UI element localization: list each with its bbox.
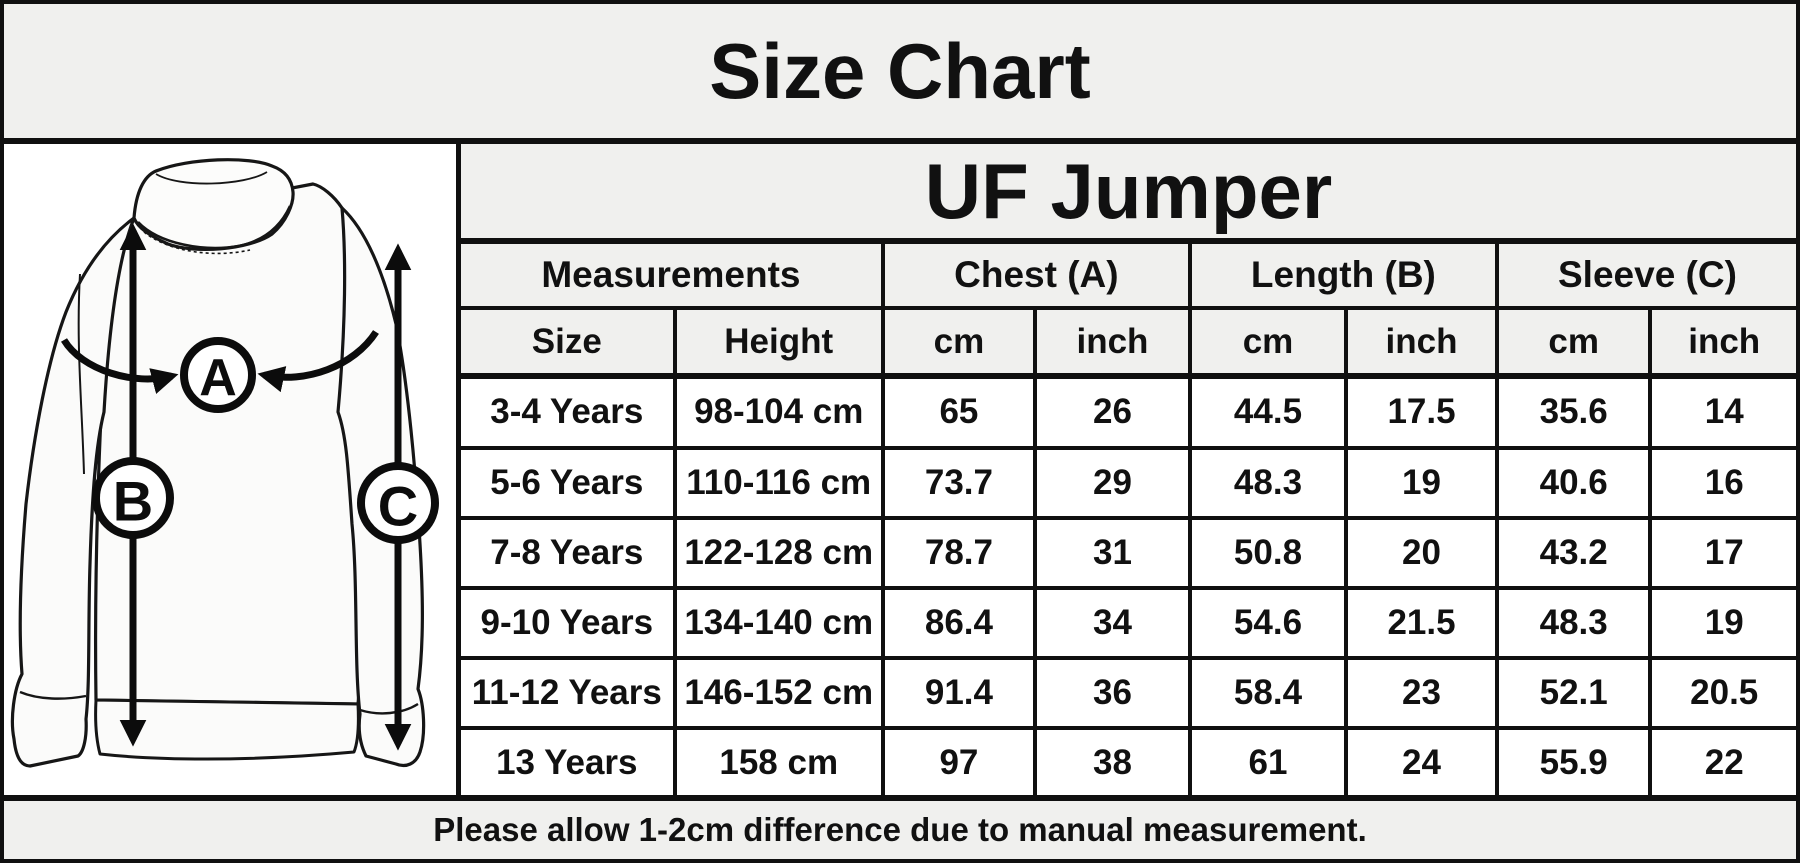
table-row: 13 Years 158 cm 97 38 61 24 55.9 22 bbox=[461, 726, 1796, 795]
title-banner: Size Chart bbox=[4, 4, 1796, 144]
jumper-collar bbox=[132, 158, 295, 255]
table-cell: 14 bbox=[1648, 374, 1796, 450]
group-header-chest: Chest (A) bbox=[880, 244, 1192, 310]
table-cell: 3-4 Years bbox=[461, 374, 677, 450]
footer-note-bar: Please allow 1-2cm difference due to man… bbox=[4, 795, 1796, 859]
table-cell: 91.4 bbox=[880, 655, 1038, 731]
column-header-sleeve-cm: cm bbox=[1494, 306, 1653, 379]
table-cell: 65 bbox=[880, 374, 1038, 450]
main-area: A B C UF Jumper bbox=[4, 144, 1796, 795]
table-row: 3-4 Years 98-104 cm 65 26 44.5 17.5 35.6… bbox=[461, 374, 1796, 450]
table-cell: 17.5 bbox=[1344, 374, 1499, 450]
column-header-row: Size Height cm inch cm inch cm inch bbox=[461, 306, 1796, 379]
table-cell: 122-128 cm bbox=[672, 515, 885, 590]
column-header-chest-cm: cm bbox=[880, 306, 1038, 379]
column-header-size: Size bbox=[461, 306, 677, 379]
table-cell: 134-140 cm bbox=[672, 585, 885, 660]
table-cell: 29 bbox=[1033, 445, 1192, 520]
table-cell: 9-10 Years bbox=[461, 585, 677, 660]
table-cell: 43.2 bbox=[1494, 515, 1653, 590]
table-row: 7-8 Years 122-128 cm 78.7 31 50.8 20 43.… bbox=[461, 515, 1796, 590]
jumper-diagram-panel: A B C bbox=[4, 144, 461, 795]
table-cell: 97 bbox=[880, 726, 1038, 795]
table-cell: 22 bbox=[1648, 726, 1796, 795]
table-cell: 11-12 Years bbox=[461, 655, 677, 731]
size-table-panel: UF Jumper Measurements Chest (A) Length … bbox=[461, 144, 1796, 795]
table-cell: 13 Years bbox=[461, 726, 677, 795]
table-row: 9-10 Years 134-140 cm 86.4 34 54.6 21.5 … bbox=[461, 585, 1796, 660]
table-cell: 146-152 cm bbox=[672, 655, 885, 731]
column-group-header-row: Measurements Chest (A) Length (B) Sleeve… bbox=[461, 244, 1796, 310]
table-row: 11-12 Years 146-152 cm 91.4 36 58.4 23 5… bbox=[461, 655, 1796, 731]
table-cell: 26 bbox=[1033, 374, 1192, 450]
table-cell: 17 bbox=[1648, 515, 1796, 590]
table-cell: 86.4 bbox=[880, 585, 1038, 660]
length-marker: B bbox=[92, 457, 174, 539]
table-cell: 44.5 bbox=[1187, 374, 1349, 450]
table-cell: 19 bbox=[1344, 445, 1499, 520]
measurement-disclaimer: Please allow 1-2cm difference due to man… bbox=[433, 811, 1367, 848]
column-header-length-inch: inch bbox=[1344, 306, 1499, 379]
table-cell: 19 bbox=[1648, 585, 1796, 660]
size-chart-table: Measurements Chest (A) Length (B) Sleeve… bbox=[461, 244, 1796, 795]
sleeve-marker-label: C bbox=[378, 475, 418, 538]
table-cell: 20.5 bbox=[1648, 655, 1796, 731]
table-cell: 20 bbox=[1344, 515, 1499, 590]
table-cell: 73.7 bbox=[880, 445, 1038, 520]
table-cell: 24 bbox=[1344, 726, 1499, 795]
table-cell: 36 bbox=[1033, 655, 1192, 731]
table-cell: 98-104 cm bbox=[672, 374, 885, 450]
chest-marker-label: A bbox=[199, 349, 237, 407]
table-cell: 21.5 bbox=[1344, 585, 1499, 660]
group-header-length: Length (B) bbox=[1187, 244, 1499, 310]
column-header-height: Height bbox=[672, 306, 885, 379]
column-header-length-cm: cm bbox=[1187, 306, 1349, 379]
table-row: 5-6 Years 110-116 cm 73.7 29 48.3 19 40.… bbox=[461, 445, 1796, 520]
jumper-illustration: A B C bbox=[10, 158, 439, 768]
jumper-body bbox=[94, 182, 362, 761]
length-marker-label: B bbox=[113, 470, 153, 533]
table-cell: 52.1 bbox=[1494, 655, 1653, 731]
table-cell: 16 bbox=[1648, 445, 1796, 520]
table-cell: 48.3 bbox=[1187, 445, 1349, 520]
chest-arrow bbox=[61, 330, 379, 394]
table-cell: 54.6 bbox=[1187, 585, 1349, 660]
table-cell: 158 cm bbox=[672, 726, 885, 795]
chest-marker: A bbox=[180, 337, 256, 413]
table-cell: 31 bbox=[1033, 515, 1192, 590]
table-cell: 55.9 bbox=[1494, 726, 1653, 795]
table-cell: 40.6 bbox=[1494, 445, 1653, 520]
table-cell: 110-116 cm bbox=[672, 445, 885, 520]
column-header-sleeve-inch: inch bbox=[1648, 306, 1796, 379]
table-cell: 5-6 Years bbox=[461, 445, 677, 520]
table-cell: 38 bbox=[1033, 726, 1192, 795]
table-cell: 78.7 bbox=[880, 515, 1038, 590]
sleeve-marker: C bbox=[357, 462, 439, 544]
jumper-left-sleeve bbox=[10, 216, 136, 768]
table-cell: 23 bbox=[1344, 655, 1499, 731]
product-title: UF Jumper bbox=[924, 146, 1333, 235]
page-title: Size Chart bbox=[709, 26, 1091, 115]
table-cell: 35.6 bbox=[1494, 374, 1653, 450]
table-cell: 61 bbox=[1187, 726, 1349, 795]
group-header-sleeve: Sleeve (C) bbox=[1494, 244, 1796, 310]
table-cell: 34 bbox=[1033, 585, 1192, 660]
table-cell: 7-8 Years bbox=[461, 515, 677, 590]
product-header: UF Jumper bbox=[461, 144, 1796, 244]
table-cell: 50.8 bbox=[1187, 515, 1349, 590]
table-cell: 58.4 bbox=[1187, 655, 1349, 731]
table-cell: 48.3 bbox=[1494, 585, 1653, 660]
group-header-measurements: Measurements bbox=[461, 244, 885, 310]
column-header-chest-inch: inch bbox=[1033, 306, 1192, 379]
